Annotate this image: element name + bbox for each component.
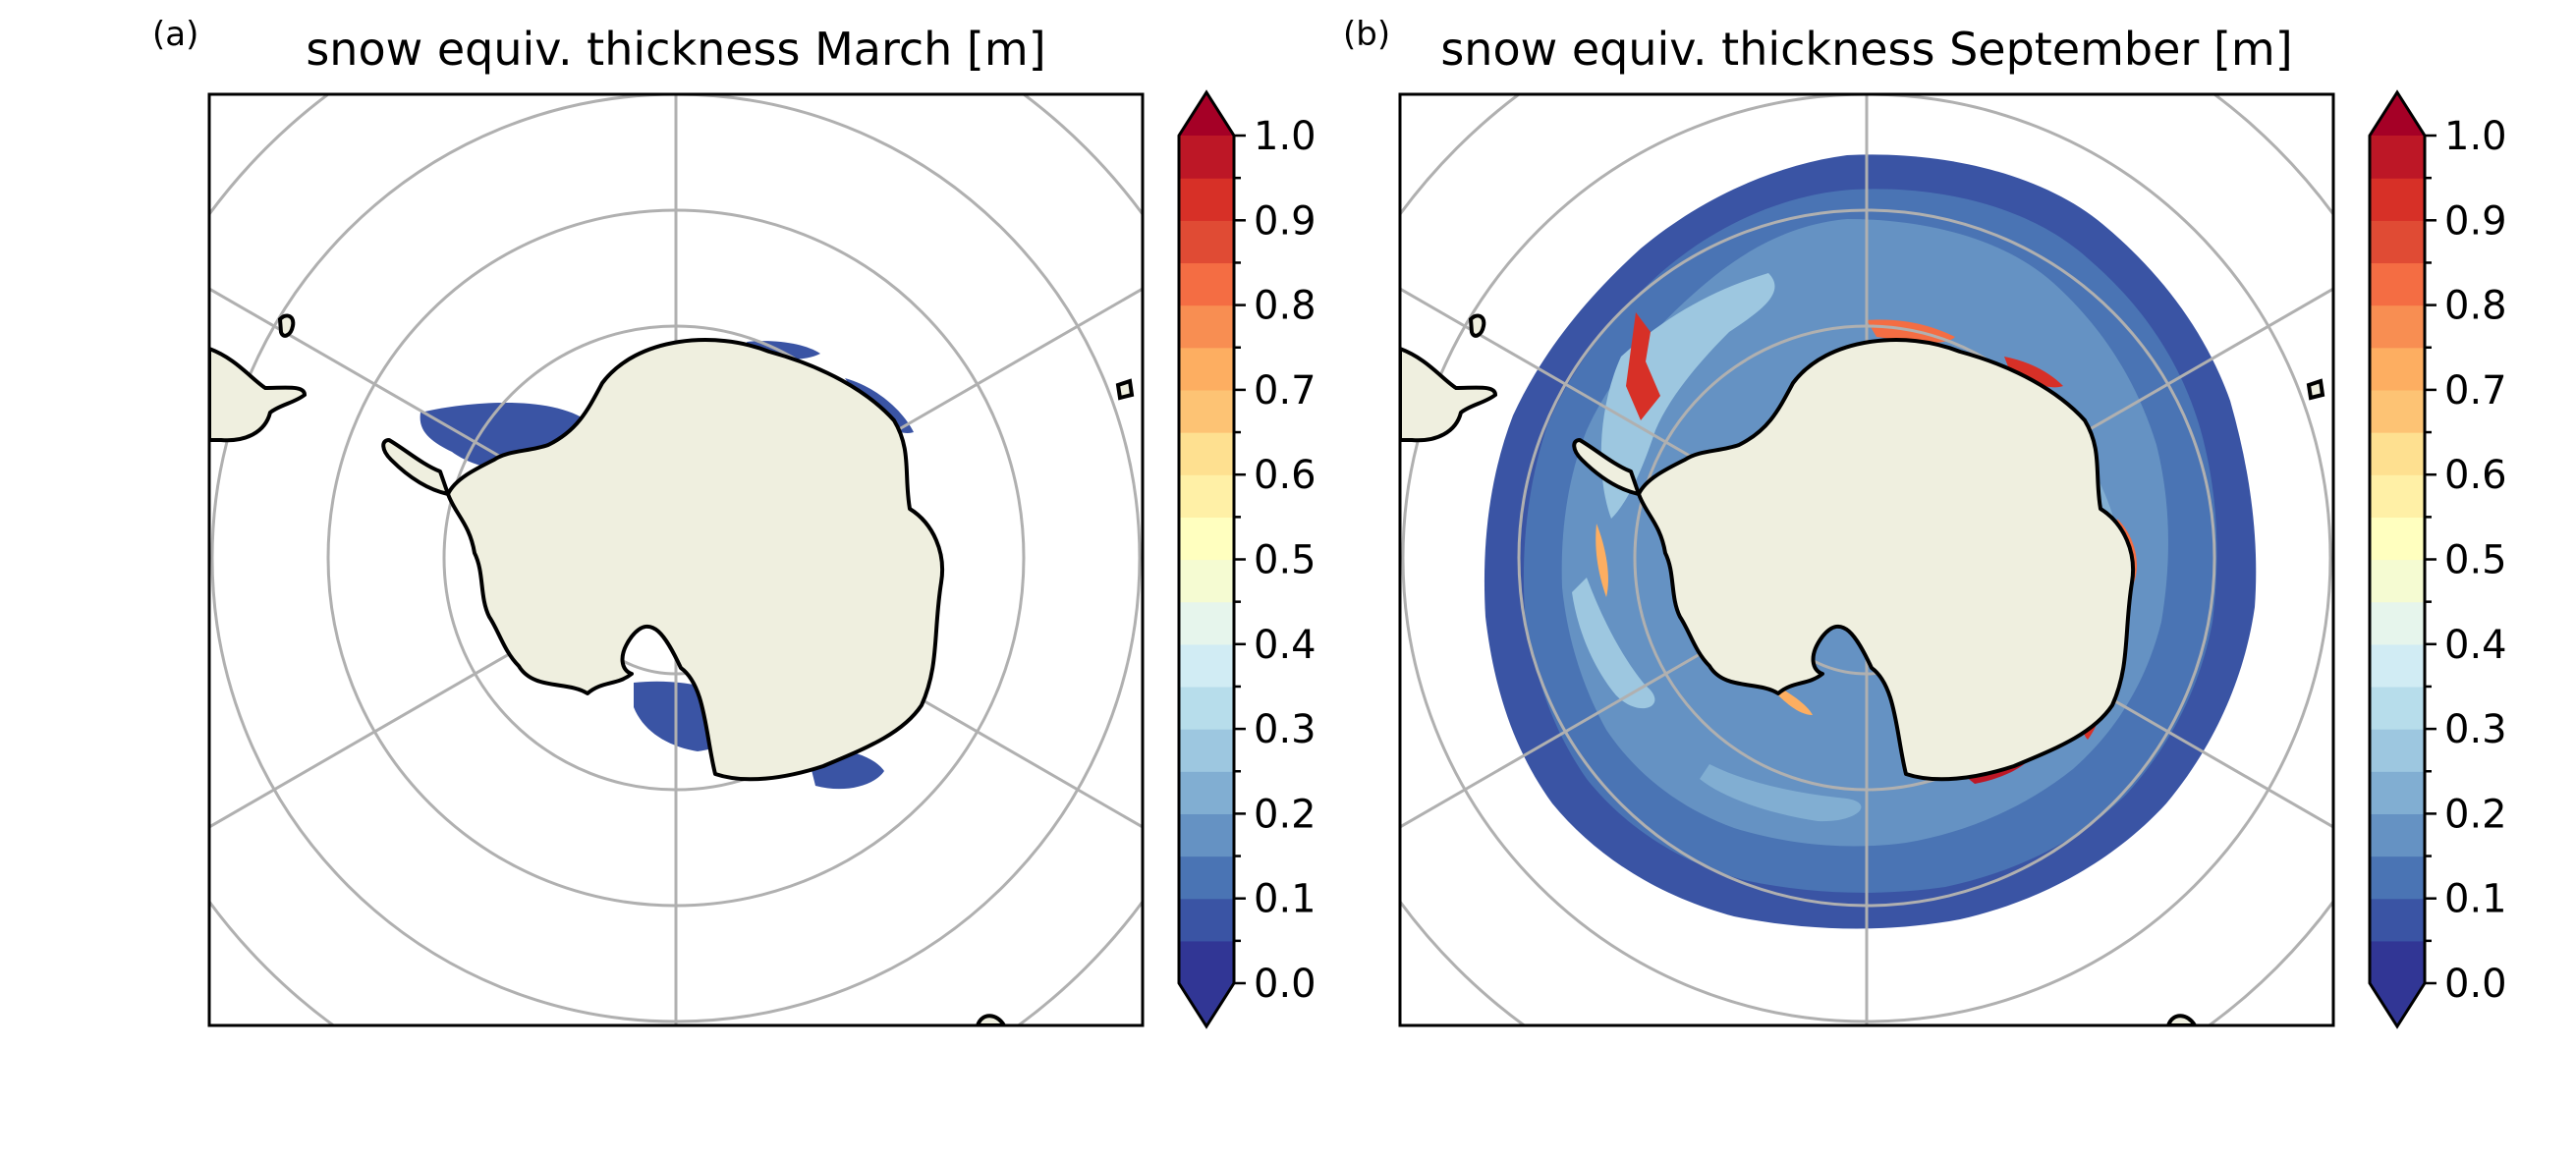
colorbar-segment [2370, 474, 2425, 518]
colorbar-tick-label: 0.9 [2444, 198, 2507, 244]
colorbar-tick-label: 0.6 [2444, 453, 2507, 498]
colorbar-tick-label: 0.1 [2444, 877, 2507, 922]
colorbar-tick-label: 0.0 [1254, 962, 1316, 1007]
colorbar-segment [1179, 178, 1234, 221]
colorbar-segment [2370, 856, 2425, 900]
colorbar-tick-label: 0.8 [2444, 284, 2507, 329]
colorbar-segment [1179, 432, 1234, 475]
panel-a-frame [207, 92, 1145, 1027]
colorbar-segment [2370, 643, 2425, 688]
colorbar-segment [1179, 643, 1234, 688]
colorbar-segment [2370, 898, 2425, 942]
colorbar-tick-label: 0.3 [2444, 707, 2507, 752]
colorbar-segment [2370, 389, 2425, 433]
panel-b-title: snow equiv. thickness September [m] [1440, 23, 2292, 76]
panel-a: (a) snow equiv. thickness March [m] [152, 15, 1145, 1027]
colorbar-segment [2370, 304, 2425, 349]
colorbar-tick-label: 1.0 [1254, 114, 1316, 159]
colorbar-segment [1179, 389, 1234, 433]
colorbar-segment [1179, 304, 1234, 349]
colorbar-segment [2370, 729, 2425, 772]
colorbar-segment [1179, 771, 1234, 814]
panel-b-map [1400, 94, 2333, 1025]
colorbar-tick-label: 0.4 [1254, 623, 1316, 668]
colorbar-segment [1179, 347, 1234, 391]
panel-b-other-land [2165, 378, 2325, 1025]
colorbar-segment [2370, 220, 2425, 264]
colorbar-segment [2370, 178, 2425, 221]
colorbar-segment [2370, 559, 2425, 603]
colorbar-b: 0.0 0.1 0.2 0.3 0.4 0.5 0.6 0.7 0.8 0.9 1.0 [2368, 89, 2507, 1029]
colorbar-segment [2370, 347, 2425, 391]
colorbar-segment [1179, 601, 1234, 645]
colorbar-tick-label: 0.1 [1254, 877, 1316, 922]
colorbar-segment [1179, 813, 1234, 857]
colorbar-segment [1179, 856, 1234, 900]
colorbar-extend-max [2370, 92, 2425, 136]
colorbar-tick-label: 0.5 [2444, 538, 2507, 583]
colorbar-tick-label: 0.2 [2444, 792, 2507, 837]
colorbar-segment [2370, 136, 2425, 179]
colorbar-segment [1179, 729, 1234, 772]
colorbar-segment [1179, 474, 1234, 518]
colorbar-tick-label: 0.6 [1254, 453, 1316, 498]
panel-a-other-land [975, 378, 1135, 1025]
panel-a-south-america [209, 313, 308, 443]
colorbar-a: 0.0 0.1 0.2 0.3 0.4 0.5 0.6 0.7 0.8 0.9 1.0 [1177, 89, 1316, 1029]
colorbar-tick-label: 0.2 [1254, 792, 1316, 837]
panel-a-map [209, 94, 1143, 1025]
colorbar-tick-label: 0.7 [1254, 368, 1316, 414]
panel-a-title: snow equiv. thickness March [m] [306, 23, 1045, 76]
colorbar-segment [1179, 136, 1234, 179]
colorbar-tick-label: 0.4 [2444, 623, 2507, 668]
panel-b-frame [1398, 92, 2335, 1027]
colorbar-tick-label: 0.3 [1254, 707, 1316, 752]
colorbar-extend-min [2370, 983, 2425, 1026]
colorbar-tick-label: 1.0 [2444, 114, 2507, 159]
panel-a-label: (a) [152, 15, 198, 54]
colorbar-extend-min [1179, 983, 1234, 1026]
colorbar-segment [1179, 517, 1234, 561]
colorbar-segment [2370, 940, 2425, 984]
panel-b: (b) snow equiv. thickness September [m] [1343, 15, 2335, 1027]
colorbar-segment [1179, 686, 1234, 730]
colorbar-tick-label: 0.8 [1254, 284, 1316, 329]
colorbar-segment [1179, 559, 1234, 603]
panel-b-south-america [1400, 313, 1498, 443]
colorbar-segment [2370, 517, 2425, 561]
colorbar-segment [2370, 601, 2425, 645]
colorbar-tick-label: 0.5 [1254, 538, 1316, 583]
colorbar-segment [2370, 771, 2425, 814]
colorbar-segment [1179, 262, 1234, 306]
colorbar-segment [2370, 262, 2425, 306]
colorbar-tick-label: 0.7 [2444, 368, 2507, 414]
colorbar-segment [1179, 940, 1234, 984]
colorbar-tick-label: 0.0 [2444, 962, 2507, 1007]
colorbar-tick-label: 0.9 [1254, 198, 1316, 244]
colorbar-segment [2370, 813, 2425, 857]
colorbar-segment [1179, 220, 1234, 264]
colorbar-segment [1179, 898, 1234, 942]
colorbar-segment [2370, 432, 2425, 475]
colorbar-segment [2370, 686, 2425, 730]
colorbar-extend-max [1179, 92, 1234, 136]
panel-b-label: (b) [1343, 15, 1390, 54]
